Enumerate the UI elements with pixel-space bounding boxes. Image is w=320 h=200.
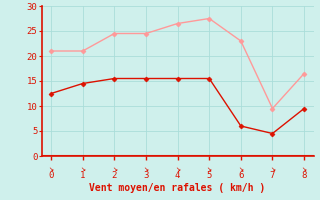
- Text: ↘: ↘: [143, 164, 148, 173]
- Text: ↘: ↘: [207, 164, 212, 173]
- Text: ↘: ↘: [49, 164, 53, 173]
- Text: ↘: ↘: [175, 164, 180, 173]
- Text: ↘: ↘: [112, 164, 117, 173]
- Text: ↘: ↘: [238, 164, 243, 173]
- X-axis label: Vent moyen/en rafales ( km/h ): Vent moyen/en rafales ( km/h ): [90, 183, 266, 193]
- Text: ↘: ↘: [80, 164, 85, 173]
- Text: ↘: ↘: [270, 164, 275, 173]
- Text: ↘: ↘: [302, 164, 307, 173]
